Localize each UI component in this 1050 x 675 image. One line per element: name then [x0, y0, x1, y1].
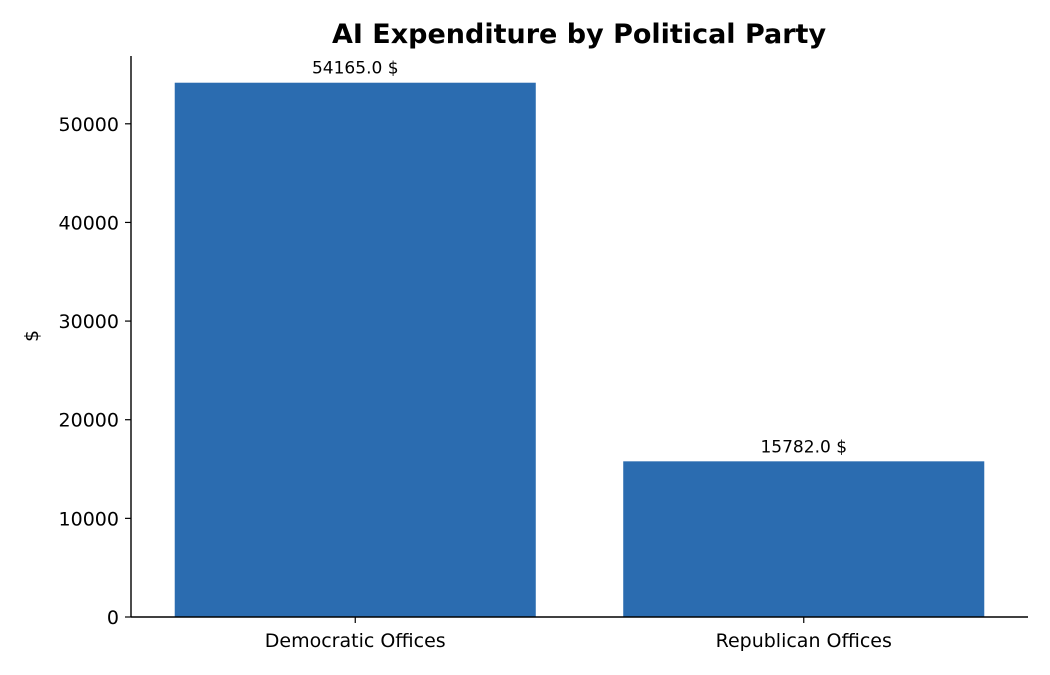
bar-democratic-offices	[174, 82, 536, 618]
bar-value-label: 54165.0 $	[312, 59, 399, 79]
chart-title: AI Expenditure by Political Party	[332, 19, 827, 50]
y-tick-label: 20000	[59, 410, 119, 432]
bar-republican-offices	[623, 461, 985, 617]
x-tick-label: Democratic Offices	[265, 630, 446, 652]
bar-value-label: 15782.0 $	[760, 437, 847, 457]
x-tick-label: Republican Offices	[716, 630, 892, 652]
y-axis-label: $	[21, 330, 43, 342]
y-tick-label: 40000	[59, 212, 119, 234]
y-tick-label: 50000	[59, 114, 119, 136]
plot-area: 54165.0 $ Democratic Offices 15782.0 $ Repu…	[59, 56, 1028, 652]
y-tick-label: 30000	[59, 311, 119, 333]
y-tick-label: 0	[107, 607, 119, 629]
y-tick-label: 10000	[59, 508, 119, 530]
